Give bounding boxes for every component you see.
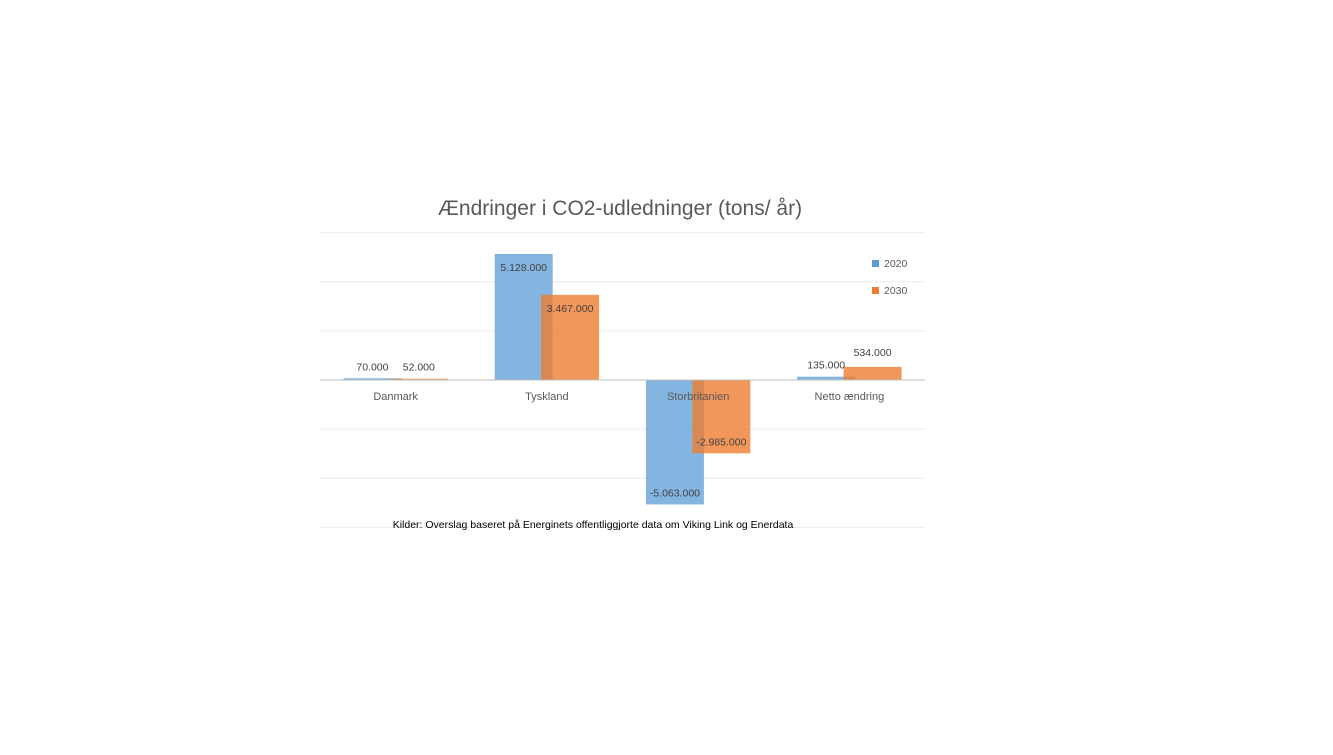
bars (343, 254, 902, 505)
legend-swatch (872, 260, 879, 267)
data-labels: 70.000 52.000 5.128.000 3.467.000 -5.063.000… (356, 262, 891, 499)
legend-swatch (872, 287, 879, 294)
data-label: 5.128.000 (500, 262, 547, 274)
category-label: Storbritanien (667, 391, 729, 403)
data-label: 135.000 (807, 360, 845, 372)
bar-2030 (843, 366, 902, 380)
bar-2030 (541, 294, 600, 380)
category-labels: Danmark Tyskland Storbritanien Netto ændrin… (373, 391, 884, 403)
data-label: -2.985.000 (696, 436, 746, 448)
gridlines (320, 232, 925, 528)
bar-2020 (797, 376, 856, 380)
bar-2030 (389, 378, 448, 380)
legend-label: 2020 (884, 258, 908, 270)
data-label: -5.063.000 (650, 487, 700, 499)
bar-2020 (343, 378, 402, 380)
category-label: Danmark (373, 391, 418, 403)
legend-label: 2030 (884, 285, 908, 297)
data-label: 52.000 (403, 362, 435, 374)
bar-2030 (692, 380, 751, 454)
chart-title: Ændringer i CO2-udledninger (tons/ år) (438, 197, 802, 220)
legend: 2020 2030 (872, 258, 908, 297)
category-label: Tyskland (525, 391, 568, 403)
data-label: 3.467.000 (547, 303, 594, 315)
category-label: Netto ændring (815, 391, 885, 403)
data-label: 70.000 (356, 361, 388, 373)
data-label: 534.000 (854, 347, 892, 359)
source-note: Kilder: Overslag baseret på Energinets o… (393, 519, 794, 531)
